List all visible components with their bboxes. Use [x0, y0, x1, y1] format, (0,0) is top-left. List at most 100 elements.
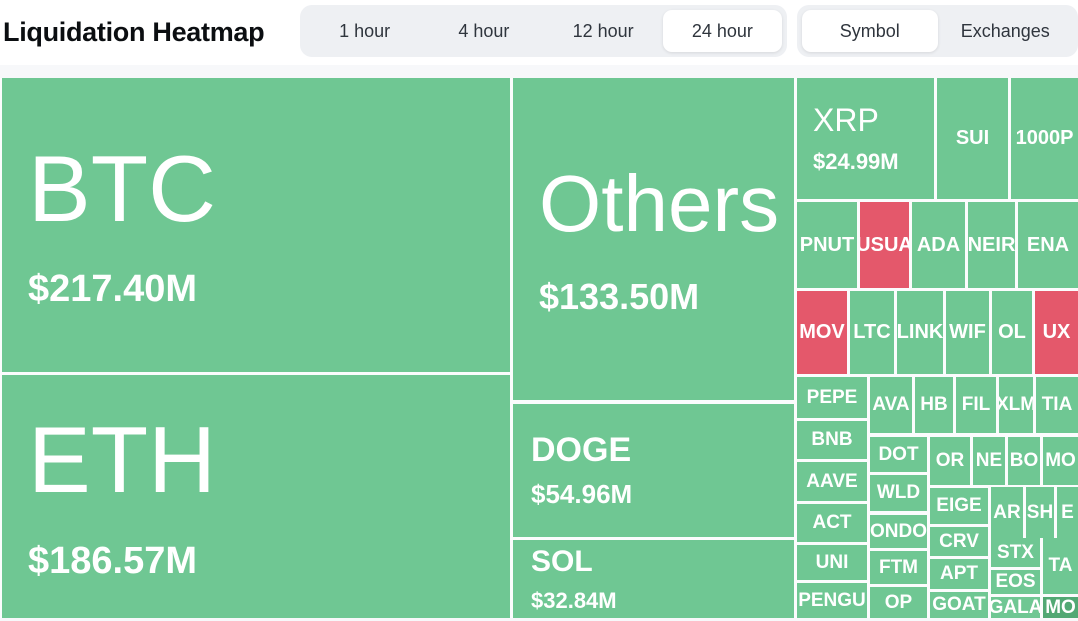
- cell-fil[interactable]: FIL: [956, 377, 996, 433]
- cell-ol[interactable]: OL: [992, 291, 1032, 374]
- cell-mov[interactable]: MOV: [797, 291, 847, 374]
- cell-bo[interactable]: BO: [1008, 437, 1040, 485]
- cell-usua[interactable]: USUA: [860, 202, 909, 288]
- cell-symbol: AAVE: [806, 472, 857, 492]
- cell-ltc[interactable]: LTC: [850, 291, 894, 374]
- cell-symbol: SH: [1027, 503, 1053, 523]
- cell-symbol: OR: [936, 451, 965, 471]
- cell-1000p[interactable]: 1000P: [1011, 78, 1078, 199]
- cell-pnut[interactable]: PNUT: [797, 202, 857, 288]
- cell-symbol: SUI: [956, 128, 989, 149]
- cell-eth[interactable]: ETH$186.57M: [2, 375, 510, 618]
- cell-symbol: MO: [1045, 598, 1076, 618]
- cell-sui[interactable]: SUI: [937, 78, 1008, 199]
- cell-value: $217.40M: [28, 270, 197, 310]
- cell-eos[interactable]: EOS: [991, 570, 1040, 594]
- cell-act[interactable]: ACT: [797, 504, 867, 542]
- cell-ftm[interactable]: FTM: [870, 551, 927, 584]
- cell-or[interactable]: OR: [930, 437, 970, 485]
- cell-op[interactable]: OP: [870, 587, 927, 618]
- cell-sol[interactable]: SOL $32.84M: [513, 540, 794, 618]
- cell-ta[interactable]: TA: [1043, 538, 1078, 594]
- cell-mo[interactable]: MO: [1043, 597, 1078, 618]
- cell-symbol: E: [1061, 503, 1074, 523]
- cell-bnb[interactable]: BNB: [797, 421, 867, 459]
- cell-symbol: BTC: [28, 140, 216, 239]
- cell-symbol: EOS: [995, 572, 1035, 592]
- cell-hb[interactable]: HB: [915, 377, 953, 433]
- cell-crv[interactable]: CRV: [930, 527, 988, 556]
- cell-uni[interactable]: UNI: [797, 545, 867, 580]
- cell-ava[interactable]: AVA: [870, 377, 912, 433]
- cell-symbol: WIF: [949, 322, 986, 343]
- cell-symbol: FTM: [879, 558, 918, 578]
- cell-mo[interactable]: MO: [1043, 437, 1078, 485]
- cell-value: $133.50M: [539, 278, 699, 316]
- cell-aave[interactable]: AAVE: [797, 462, 867, 501]
- cell-doge[interactable]: DOGE$54.96M: [513, 404, 794, 537]
- cell-stx[interactable]: STX: [991, 538, 1040, 567]
- cell-symbol: ACT: [812, 513, 851, 533]
- cell-symbol: GOAT: [932, 595, 985, 615]
- cell-symbol: BO: [1010, 451, 1039, 471]
- cell-others[interactable]: Others $133.50M: [513, 78, 794, 400]
- cell-ada[interactable]: ADA: [912, 202, 965, 288]
- liquidation-treemap: BTC $217.40M ETH$186.57M Others $133.50M DOGE…: [0, 78, 1078, 618]
- cell-symbol: STX: [997, 543, 1034, 563]
- cell-xrp[interactable]: XRP$24.99M: [797, 78, 934, 199]
- cell-goat[interactable]: GOAT: [930, 592, 988, 618]
- cell-pepe[interactable]: PEPE: [797, 377, 867, 418]
- time-tab-1-hour[interactable]: 1 hour: [305, 10, 424, 52]
- cell-symbol: EIGE: [936, 496, 981, 516]
- cell-symbol: DOT: [878, 445, 918, 465]
- cell-ar[interactable]: AR: [991, 487, 1023, 538]
- cell-symbol: XRP: [813, 104, 879, 138]
- cell-symbol: PNUT: [800, 235, 854, 256]
- cell-wld[interactable]: WLD: [870, 475, 927, 511]
- cell-sh[interactable]: SH: [1026, 487, 1054, 538]
- cell-symbol: LTC: [853, 322, 890, 343]
- cell-symbol: FIL: [962, 395, 991, 415]
- cell-symbol: PENGU: [798, 591, 866, 611]
- cell-ondo[interactable]: ONDO: [870, 515, 927, 548]
- cell-wif[interactable]: WIF: [946, 291, 989, 374]
- cell-symbol: Others: [539, 162, 779, 246]
- cell-symbol: ENA: [1027, 235, 1069, 256]
- cell-symbol: TA: [1049, 556, 1073, 576]
- cell-gala[interactable]: GALA: [991, 597, 1040, 618]
- cell-dot[interactable]: DOT: [870, 437, 927, 472]
- cell-symbol: 1000P: [1016, 128, 1074, 149]
- cell-ena[interactable]: ENA: [1018, 202, 1078, 288]
- cell-symbol: PEPE: [807, 388, 858, 408]
- view-tab-symbol[interactable]: Symbol: [802, 10, 938, 52]
- cell-symbol: XLM: [999, 395, 1033, 415]
- cell-ux[interactable]: UX: [1035, 291, 1078, 374]
- time-tab-12-hour[interactable]: 12 hour: [544, 10, 663, 52]
- cell-symbol: SOL: [531, 546, 593, 578]
- time-tab-24-hour[interactable]: 24 hour: [663, 10, 782, 52]
- cell-tia[interactable]: TIA: [1036, 377, 1078, 433]
- cell-link[interactable]: LINK: [897, 291, 943, 374]
- cell-symbol: APT: [940, 564, 978, 584]
- cell-symbol: MOV: [799, 322, 845, 343]
- view-tab-exchanges[interactable]: Exchanges: [938, 10, 1074, 52]
- cell-eige[interactable]: EIGE: [930, 488, 988, 524]
- cell-symbol: CRV: [939, 532, 979, 552]
- cell-value: $32.84M: [531, 589, 617, 612]
- cell-symbol: BNB: [811, 430, 852, 450]
- cell-symbol: OP: [885, 593, 912, 613]
- cell-symbol: WLD: [877, 483, 920, 503]
- cell-e[interactable]: E: [1057, 487, 1078, 538]
- cell-btc[interactable]: BTC $217.40M: [2, 78, 510, 372]
- cell-symbol: AR: [993, 503, 1020, 523]
- cell-symbol: TIA: [1042, 395, 1073, 415]
- cell-symbol: AVA: [872, 395, 909, 415]
- time-tab-4-hour[interactable]: 4 hour: [424, 10, 543, 52]
- cell-pengu[interactable]: PENGU: [797, 583, 867, 618]
- cell-apt[interactable]: APT: [930, 559, 988, 589]
- cell-symbol: OL: [998, 322, 1026, 343]
- view-toggle-tabs: SymbolExchanges: [797, 5, 1078, 57]
- cell-ne[interactable]: NE: [973, 437, 1005, 485]
- cell-neir[interactable]: NEIR: [968, 202, 1015, 288]
- cell-xlm[interactable]: XLM: [999, 377, 1033, 433]
